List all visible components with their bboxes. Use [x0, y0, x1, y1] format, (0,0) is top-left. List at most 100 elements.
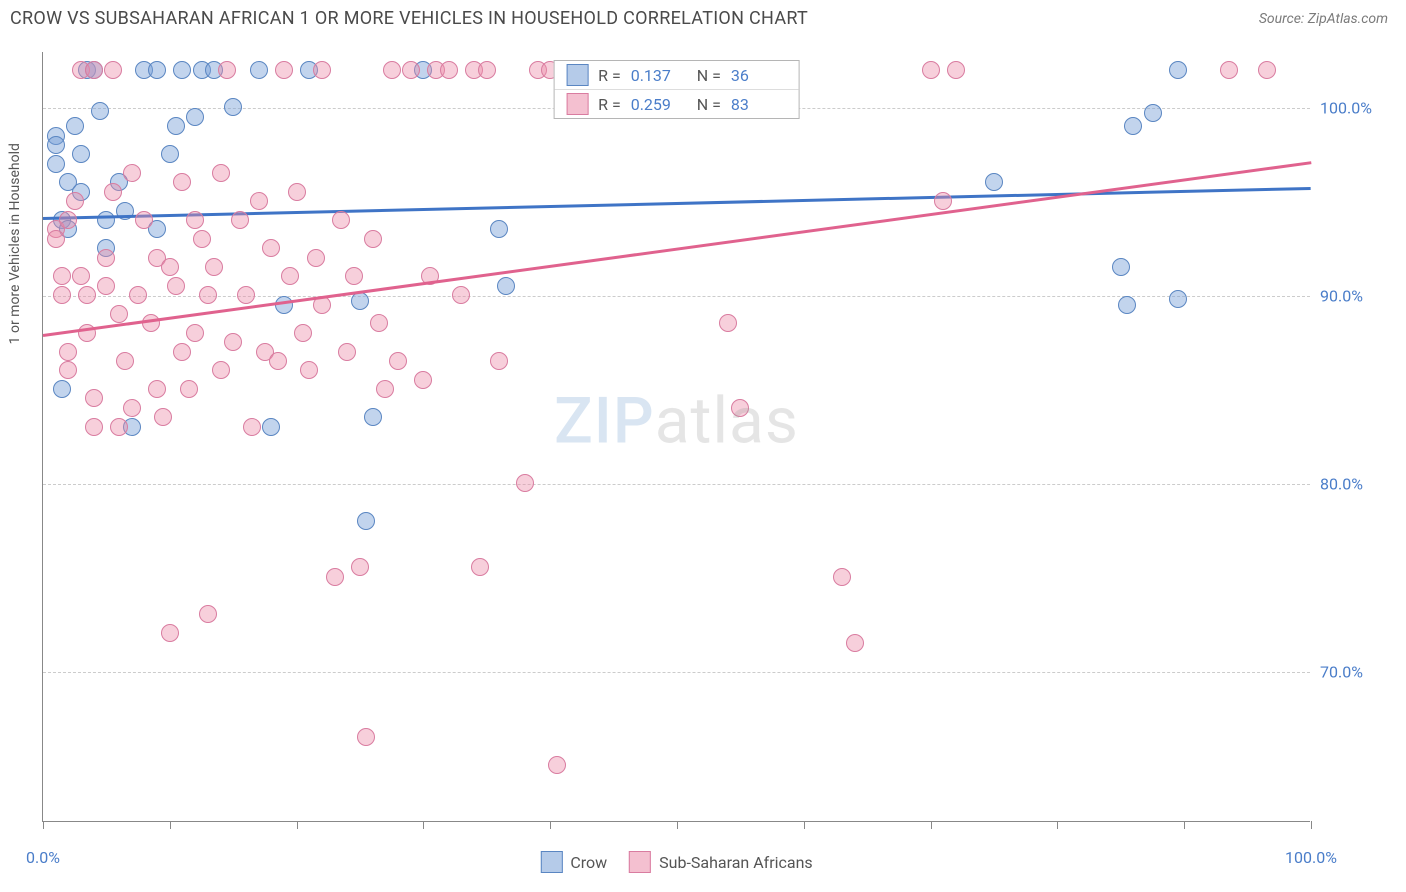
data-point	[1258, 61, 1276, 79]
legend-swatch	[566, 64, 588, 86]
data-point	[389, 352, 407, 370]
gridline	[43, 672, 1310, 673]
data-point	[357, 512, 375, 530]
y-tick-label: 80.0%	[1320, 474, 1390, 493]
data-point	[123, 164, 141, 182]
data-point	[85, 418, 103, 436]
data-point	[66, 117, 84, 135]
data-point	[218, 61, 236, 79]
data-point	[142, 314, 160, 332]
data-point	[300, 361, 318, 379]
r-label: R =	[598, 95, 621, 114]
n-value: 36	[731, 66, 787, 85]
legend-series: Crow Sub-Saharan Africans	[540, 851, 812, 873]
data-point	[97, 211, 115, 229]
data-point	[357, 728, 375, 746]
x-tick	[1057, 821, 1058, 829]
data-point	[186, 211, 204, 229]
data-point	[104, 61, 122, 79]
data-point	[66, 192, 84, 210]
n-label: N =	[697, 66, 721, 85]
data-point	[383, 61, 401, 79]
data-point	[250, 61, 268, 79]
data-point	[161, 258, 179, 276]
data-point	[173, 343, 191, 361]
data-point	[97, 249, 115, 267]
data-point	[332, 211, 350, 229]
data-point	[173, 61, 191, 79]
data-point	[72, 145, 90, 163]
data-point	[116, 352, 134, 370]
data-point	[78, 286, 96, 304]
data-point	[338, 343, 356, 361]
data-point	[193, 230, 211, 248]
data-point	[1112, 258, 1130, 276]
data-point	[110, 305, 128, 323]
data-point	[490, 352, 508, 370]
data-point	[269, 352, 287, 370]
legend-swatch	[629, 851, 651, 873]
plot-area: 70.0%80.0%90.0%100.0%0.0%100.0%	[43, 52, 1310, 821]
x-tick	[1184, 821, 1185, 829]
data-point	[376, 380, 394, 398]
data-point	[351, 558, 369, 576]
gridline	[43, 484, 1310, 485]
data-point	[85, 389, 103, 407]
y-tick-label: 100.0%	[1320, 99, 1390, 118]
legend-label: Sub-Saharan Africans	[659, 853, 813, 872]
data-point	[231, 211, 249, 229]
source-label: Source: ZipAtlas.com	[1259, 11, 1388, 27]
data-point	[440, 61, 458, 79]
data-point	[313, 61, 331, 79]
n-label: N =	[697, 95, 721, 114]
data-point	[243, 418, 261, 436]
legend-row: R =0.259N =83	[554, 90, 799, 118]
r-label: R =	[598, 66, 621, 85]
data-point	[47, 230, 65, 248]
data-point	[199, 286, 217, 304]
legend-item: Crow	[540, 851, 607, 873]
data-point	[135, 211, 153, 229]
data-point	[53, 267, 71, 285]
data-point	[237, 286, 255, 304]
header: CROW VS SUBSAHARAN AFRICAN 1 OR MORE VEH…	[0, 0, 1406, 33]
data-point	[148, 61, 166, 79]
data-point	[402, 61, 420, 79]
data-point	[53, 380, 71, 398]
legend-row: R =0.137N =36	[554, 61, 799, 90]
data-point	[275, 61, 293, 79]
data-point	[173, 173, 191, 191]
data-point	[497, 277, 515, 295]
legend-item: Sub-Saharan Africans	[629, 851, 813, 873]
data-point	[148, 380, 166, 398]
data-point	[167, 277, 185, 295]
data-point	[1169, 61, 1187, 79]
data-point	[123, 399, 141, 417]
x-tick-label: 100.0%	[1285, 848, 1337, 867]
x-tick	[170, 821, 171, 829]
data-point	[731, 399, 749, 417]
data-point	[281, 267, 299, 285]
x-tick	[550, 821, 551, 829]
data-point	[85, 61, 103, 79]
data-point	[414, 371, 432, 389]
data-point	[1169, 290, 1187, 308]
data-point	[186, 324, 204, 342]
data-point	[53, 286, 71, 304]
data-point	[59, 361, 77, 379]
data-point	[833, 568, 851, 586]
data-point	[180, 380, 198, 398]
data-point	[161, 145, 179, 163]
data-point	[516, 474, 534, 492]
data-point	[91, 102, 109, 120]
data-point	[326, 568, 344, 586]
data-point	[934, 192, 952, 210]
data-point	[478, 61, 496, 79]
legend-correlation: R =0.137N =36R =0.259N =83	[553, 60, 800, 119]
data-point	[250, 192, 268, 210]
gridline	[43, 296, 1310, 297]
data-point	[224, 98, 242, 116]
data-point	[129, 286, 147, 304]
data-point	[1124, 117, 1142, 135]
data-point	[471, 558, 489, 576]
